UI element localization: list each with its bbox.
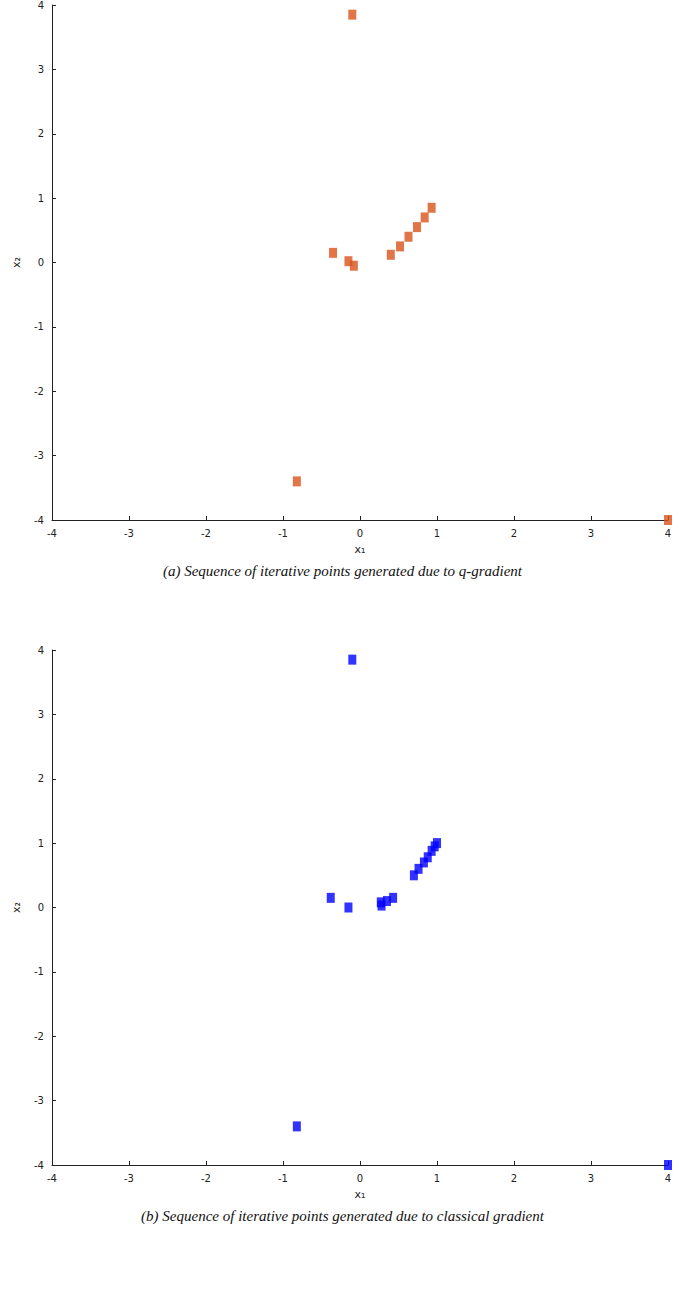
svg-text:-4: -4 xyxy=(34,515,44,526)
svg-text:1: 1 xyxy=(434,1173,440,1184)
svg-text:3: 3 xyxy=(38,709,44,720)
svg-text:-1: -1 xyxy=(278,528,288,539)
svg-text:0: 0 xyxy=(38,257,44,268)
svg-text:1: 1 xyxy=(38,838,44,849)
svg-text:-4: -4 xyxy=(47,528,57,539)
svg-text:4: 4 xyxy=(665,528,671,539)
svg-text:1: 1 xyxy=(38,193,44,204)
svg-text:-3: -3 xyxy=(34,450,44,461)
svg-text:4: 4 xyxy=(38,645,44,656)
svg-text:2: 2 xyxy=(511,528,517,539)
svg-text:-1: -1 xyxy=(278,1173,288,1184)
svg-text:4: 4 xyxy=(38,0,44,11)
svg-text:3: 3 xyxy=(588,528,594,539)
svg-text:-3: -3 xyxy=(34,1095,44,1106)
svg-text:0: 0 xyxy=(38,902,44,913)
svg-text:(a) Sequence of iterative poin: (a) Sequence of iterative points generat… xyxy=(163,563,523,580)
svg-text:x₁: x₁ xyxy=(355,543,366,556)
svg-text:3: 3 xyxy=(38,64,44,75)
svg-text:4: 4 xyxy=(665,1173,671,1184)
svg-text:-1: -1 xyxy=(34,321,44,332)
svg-text:-3: -3 xyxy=(124,528,134,539)
svg-text:x₂: x₂ xyxy=(10,257,23,268)
svg-text:-4: -4 xyxy=(34,1160,44,1171)
svg-text:x₂: x₂ xyxy=(10,902,23,913)
svg-text:-2: -2 xyxy=(201,1173,211,1184)
svg-text:-1: -1 xyxy=(34,966,44,977)
svg-text:(b) Sequence of iterative poin: (b) Sequence of iterative points generat… xyxy=(141,1208,545,1225)
svg-text:-2: -2 xyxy=(201,528,211,539)
svg-text:0: 0 xyxy=(357,1173,363,1184)
svg-text:x₁: x₁ xyxy=(355,1188,366,1201)
svg-text:2: 2 xyxy=(38,773,44,784)
svg-text:0: 0 xyxy=(357,528,363,539)
svg-text:2: 2 xyxy=(511,1173,517,1184)
svg-text:3: 3 xyxy=(588,1173,594,1184)
svg-text:2: 2 xyxy=(38,128,44,139)
svg-text:-4: -4 xyxy=(47,1173,57,1184)
svg-text:-2: -2 xyxy=(34,386,44,397)
svg-text:-2: -2 xyxy=(34,1031,44,1042)
svg-text:-3: -3 xyxy=(124,1173,134,1184)
svg-text:1: 1 xyxy=(434,528,440,539)
